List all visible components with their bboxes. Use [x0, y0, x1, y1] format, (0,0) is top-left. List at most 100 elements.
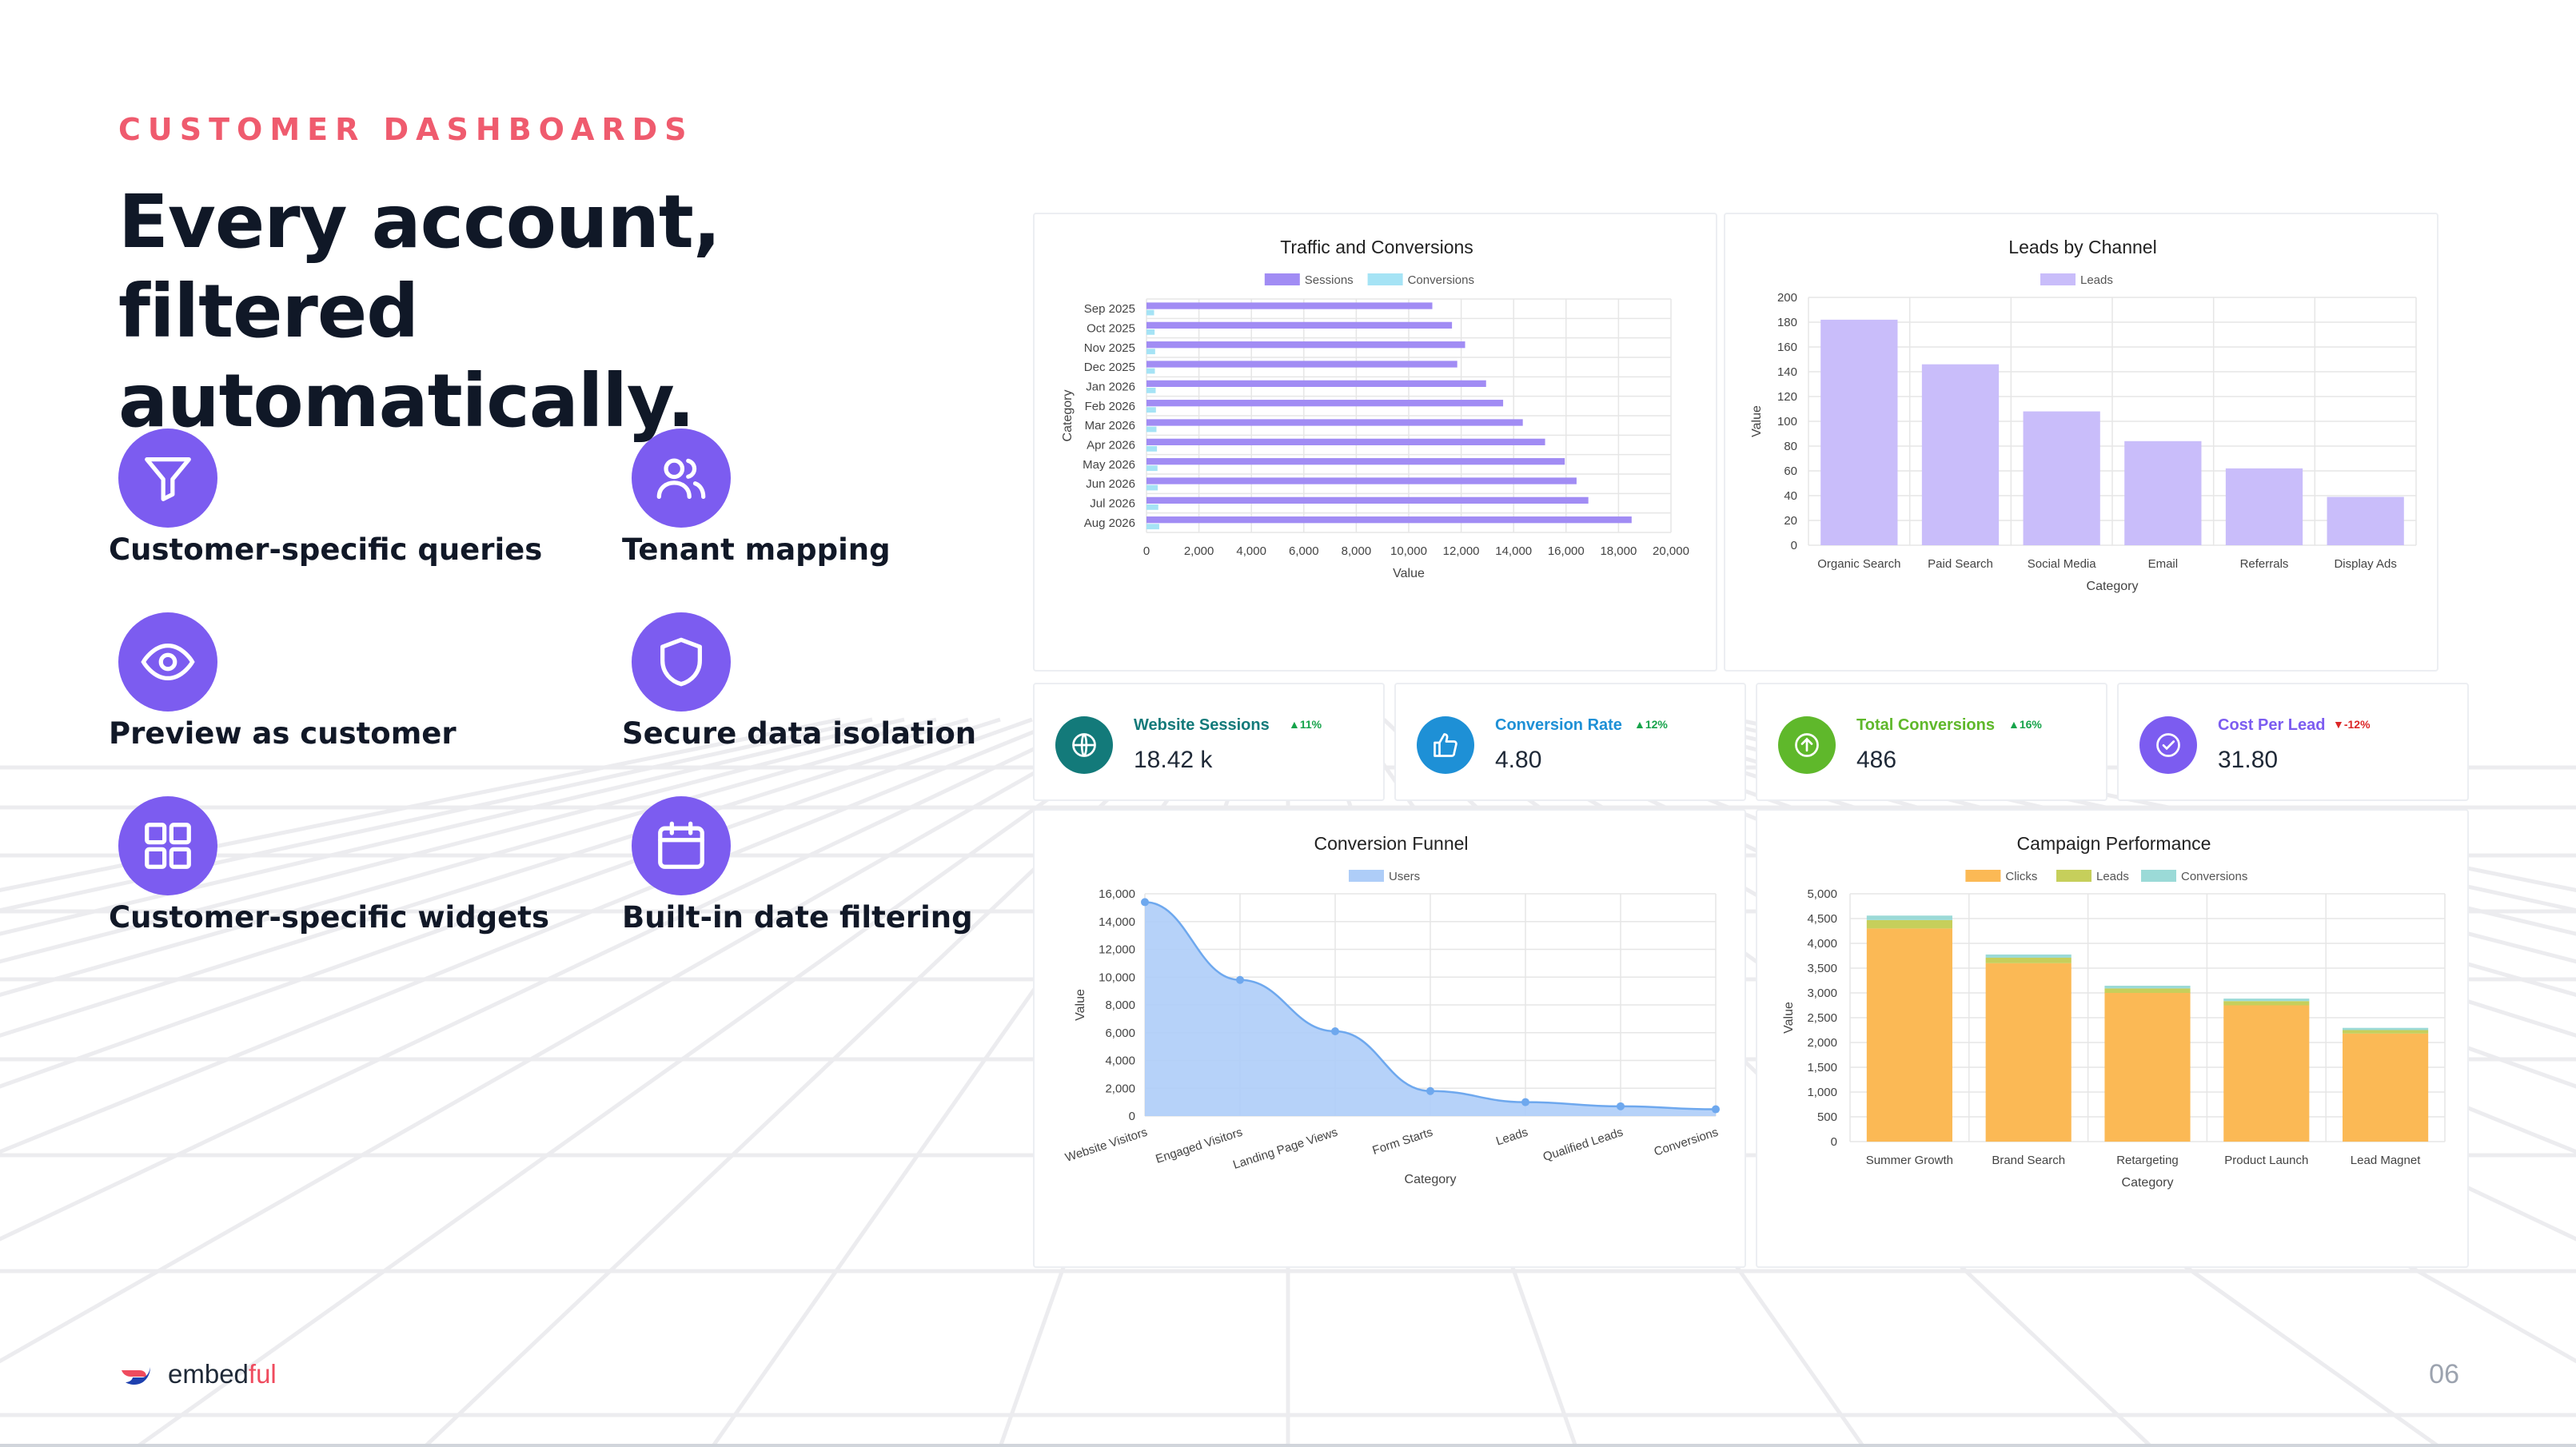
- y-tick-label: 5,000: [1807, 887, 1837, 901]
- data-point-users: [1617, 1102, 1625, 1110]
- x-tick-label: Engaged Visitors: [1154, 1126, 1244, 1166]
- leads-by-channel-chart: Leads by Channel Leads 0 20 40 60 80 100 120 140 1…: [1724, 213, 2438, 672]
- y-tick-label: Feb 2026: [1085, 400, 1135, 413]
- y-tick-label: Mar 2026: [1085, 419, 1135, 433]
- legend-label: Leads: [2096, 870, 2129, 883]
- bar-conversions: [1146, 387, 1156, 393]
- bar-sessions: [1146, 496, 1589, 504]
- chart-title: Conversion Funnel: [1314, 833, 1468, 854]
- bar-conversions: [1866, 915, 1952, 920]
- y-tick-label: Jan 2026: [1086, 381, 1135, 394]
- y-tick-label: 14,000: [1099, 915, 1135, 929]
- x-tick-label: Paid Search: [1928, 557, 1993, 571]
- y-tick-label: 160: [1777, 341, 1797, 354]
- bar-conversions: [1146, 368, 1155, 374]
- floor-grid-line: [0, 717, 1130, 1364]
- grid-icon: [118, 796, 217, 895]
- x-tick-label: Social Media: [2028, 557, 2097, 571]
- x-tick-label: Brand Search: [1992, 1154, 2065, 1167]
- y-tick-label: 12,000: [1099, 943, 1135, 957]
- x-tick-label: Landing Page Views: [1231, 1126, 1339, 1172]
- floor-grid-line: [0, 717, 937, 964]
- floor-grid-line: [135, 717, 1162, 1447]
- x-tick-label: 0: [1143, 544, 1150, 558]
- x-tick-label: Display Ads: [2334, 557, 2396, 571]
- y-tick-label: 180: [1777, 316, 1797, 329]
- feature-label: Preview as customer: [109, 716, 457, 751]
- eyebrow-label: CUSTOMER DASHBOARDS: [118, 112, 694, 147]
- feature-built-in-date-filtering: Built-in date filtering: [622, 796, 1079, 935]
- feature-label: Built-in date filtering: [622, 900, 973, 935]
- data-point-users: [1331, 1027, 1339, 1036]
- bar-sessions: [1146, 477, 1577, 484]
- legend-swatch: [1367, 273, 1403, 285]
- brand-name-part-2: ful: [248, 1359, 277, 1389]
- feature-tenant-mapping: Tenant mapping: [622, 429, 1079, 567]
- headline: Every account, filtered automatically.: [118, 177, 998, 446]
- y-tick-label: 4,000: [1807, 937, 1837, 951]
- x-tick-label: Website Visitors: [1063, 1126, 1149, 1165]
- floor-grid-line: [0, 717, 969, 997]
- bar-sessions: [1146, 458, 1565, 465]
- bar-leads: [2225, 468, 2303, 545]
- x-axis-label: Value: [1393, 567, 1425, 580]
- bar-conversions: [1146, 445, 1158, 452]
- campaign-performance-chart: Campaign Performance Clicks Leads Conversio…: [1756, 809, 2469, 1268]
- x-tick-label: Conversions: [1653, 1126, 1721, 1159]
- bar-conversions: [2104, 986, 2191, 989]
- y-tick-label: 500: [1817, 1110, 1837, 1124]
- bar-leads: [1921, 364, 2000, 545]
- kpi-value: 18.42 k: [1134, 747, 1213, 773]
- bar-sessions: [1146, 321, 1453, 329]
- brand-mark-icon: [122, 1367, 150, 1385]
- feature-customer-specific-widgets: Customer-specific widgets: [109, 796, 566, 935]
- bar-conversions: [1146, 309, 1154, 316]
- legend-swatch: [2141, 870, 2176, 882]
- bar-conversions: [1146, 484, 1158, 491]
- y-tick-label: 140: [1777, 365, 1797, 379]
- globe-icon: [1055, 716, 1113, 774]
- data-point-users: [1426, 1086, 1434, 1095]
- x-tick-label: 18,000: [1600, 544, 1637, 558]
- x-tick-label: 14,000: [1495, 544, 1532, 558]
- y-tick-label: 2,000: [1807, 1036, 1837, 1050]
- y-tick-label: 16,000: [1099, 887, 1135, 901]
- headline-line-2: automatically.: [118, 358, 695, 444]
- data-point-users: [1141, 898, 1149, 907]
- y-tick-label: 20: [1784, 514, 1797, 528]
- floor-grid-line: [0, 717, 1001, 1038]
- y-tick-label: 6,000: [1105, 1026, 1135, 1040]
- legend-swatch: [1349, 870, 1384, 882]
- feature-customer-specific-queries: Customer-specific queries: [109, 429, 566, 567]
- headline-line-1: Every account, filtered: [118, 179, 721, 354]
- data-point-users: [1236, 975, 1244, 984]
- floor-grid-line: [0, 717, 841, 893]
- feature-preview-as-customer: Preview as customer: [109, 612, 566, 751]
- y-tick-label: 1,000: [1807, 1086, 1837, 1099]
- x-tick-label: Referrals: [2240, 557, 2289, 571]
- legend-label: Clicks: [2005, 870, 2037, 883]
- bar-conversions: [2343, 1027, 2429, 1030]
- kpi-title: Conversion Rate: [1495, 716, 1622, 734]
- kpi-card-total-conversions: Total Conversions ▲16% 486: [1756, 683, 2107, 801]
- bar-conversions: [1146, 524, 1159, 530]
- bar-leads: [1820, 319, 1898, 545]
- y-tick-label: Jun 2026: [1086, 477, 1135, 491]
- thumbs-up-icon: [1417, 716, 1474, 774]
- area-line-users: [1144, 901, 1717, 1110]
- bar-conversions: [1146, 329, 1155, 335]
- bar-clicks: [1866, 928, 1952, 1142]
- bar-leads: [2104, 988, 2191, 993]
- y-tick-label: 0: [1129, 1110, 1135, 1123]
- bar-leads: [1985, 957, 2072, 963]
- x-tick-label: Product Launch: [2224, 1154, 2308, 1167]
- y-tick-label: 8,000: [1105, 999, 1135, 1012]
- bottom-divider: [0, 1444, 2576, 1447]
- floor-grid-line: [0, 717, 905, 936]
- floor-grid-line: [0, 717, 1065, 1154]
- y-axis-label: Category: [1061, 390, 1075, 442]
- x-tick-label: 4,000: [1236, 544, 1266, 558]
- kpi-title: Website Sessions: [1134, 716, 1270, 734]
- legend-swatch: [2040, 273, 2076, 285]
- chart-title: Leads by Channel: [2008, 237, 2156, 257]
